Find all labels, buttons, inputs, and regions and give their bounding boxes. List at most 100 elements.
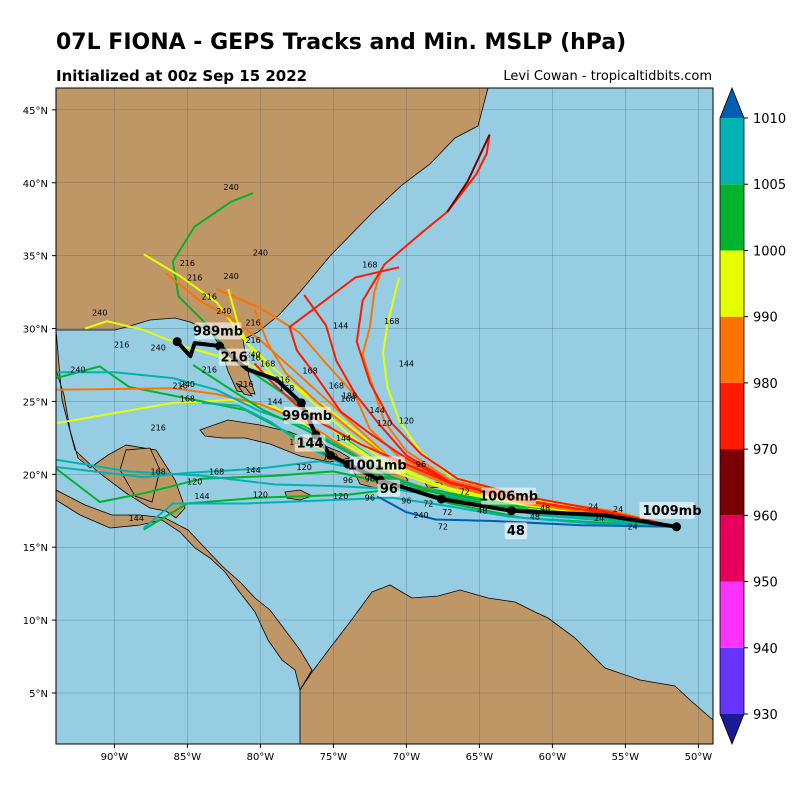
track-annotation: 1006mb [479,490,538,505]
forecast-hour-label: 168 [340,394,355,403]
forecast-hour-label: 216 [202,365,217,374]
colorbar-segment [720,449,744,516]
track-annotation: 1009mb [643,504,702,519]
forecast-hour-label: 216 [180,259,195,268]
member-track [56,399,677,528]
colorbar-segment [720,515,744,582]
mean-track-point [172,337,182,347]
member-track [142,496,677,529]
colorbar-segment [720,184,744,251]
colorbar-low-extension [720,714,744,744]
mean-track-point [436,494,446,504]
forecast-hour-label: 168 [329,381,344,390]
forecast-hour-label: 168 [151,467,166,476]
longitude-tick-label: 50°W [685,752,713,763]
forecast-hour-label: 72 [460,488,470,497]
forecast-hour-label: 24 [594,514,604,523]
forecast-hour-label: 216 [114,340,129,349]
forecast-hour-label: 144 [194,492,209,501]
colorbar-tick-label: 960 [753,509,778,524]
longitude-tick-label: 80°W [247,752,275,763]
forecast-hour-label: 144 [245,466,260,475]
annotation-backdrop [218,348,250,366]
longitude-tick-label: 70°W [393,752,421,763]
forecast-hour-label: 240 [245,351,260,360]
forecast-hour-label: 216 [245,354,260,363]
forecast-hour-label: 144 [370,406,385,415]
member-track [253,362,677,528]
colorbar-tick-label: 1000 [753,244,786,259]
forecast-hour-label: 216 [172,381,187,390]
forecast-hour-label: 168 [260,359,275,368]
forecast-hour-label: 24 [613,505,623,514]
forecast-hour-label: 48 [540,504,550,513]
forecast-hour-label: 240 [224,272,239,281]
colorbar-tick-label: 1005 [753,178,786,193]
longitude-tick-label: 85°W [174,752,202,763]
chart-title: 07L FIONA - GEPS Tracks and Min. MSLP (h… [56,30,627,55]
land-central-america [56,489,313,692]
forecast-hour-label: 144 [267,397,282,406]
forecast-hour-label: 240 [92,308,107,317]
track-annotation: 48 [507,524,525,539]
forecast-hour-label: 216 [245,319,260,328]
forecast-hour-label: 24 [628,523,638,532]
forecast-hour-label: 188 [342,392,357,401]
colorbar-tick-label: 1010 [753,112,786,127]
track-annotation: 96 [380,482,398,497]
latitude-tick-label: 40°N [23,179,48,190]
annotation-backdrop [639,501,695,519]
colorbar-tick-label: 980 [753,377,778,392]
forecast-hour-label: 120 [297,463,312,472]
forecast-hour-label: 144 [333,322,348,331]
forecast-hour-label: 216 [187,273,202,282]
longitude-tick-label: 75°W [320,752,348,763]
longitude-tick-label: 65°W [466,752,494,763]
track-annotation: 996mb [282,409,332,424]
colorbar-segment [720,316,744,383]
mean-track-point [325,450,335,460]
forecast-hour-label: 96 [401,496,411,505]
forecast-hour-label: 144 [129,514,144,523]
annotation-backdrop [481,487,537,505]
forecast-hour-label: 240 [180,380,195,389]
forecast-hour-label: 72 [423,499,433,508]
forecast-hour-label: 168 [362,260,377,269]
forecast-hour-label: 120 [377,419,392,428]
forecast-hour-label: 48 [530,513,540,522]
forecast-hour-label: 216 [238,380,253,389]
colorbar-segment [720,647,744,714]
longitude-tick-label: 55°W [612,752,640,763]
forecast-hour-label: 240 [70,365,85,374]
forecast-hour-label: 168 [180,394,195,403]
member-track [253,309,677,528]
latitude-axis: 5°N 10°N 15°N 20°N 25°N 30°N 35°N 40°N 45°N [23,106,56,700]
mean-track-point [507,506,517,516]
colorbar-segment [720,581,744,648]
colorbar-segment [720,382,744,450]
colorbar-tick-label: 990 [753,311,778,326]
annotation-backdrop [377,479,401,497]
forecast-hour-label: 168 [209,467,224,476]
land-north-america [56,88,489,395]
forecast-hour-label: 240 [224,183,239,192]
forecast-hour-labels: 2424242448484872727296969612012012012014… [70,183,638,532]
chart-subtitle: Initialized at 00z Sep 15 2022 [56,67,308,85]
map-frame [55,87,714,745]
forecast-hour-label: 144 [399,359,414,368]
forecast-hour-label: 168 [302,367,317,376]
track-annotation: 144 [296,437,323,452]
pressure-colorbar: 930 940 950 960 970 980 990 1000 1005 1010 [719,86,786,746]
colorbar-high-extension [720,88,744,118]
forecast-hour-label: 120 [399,416,414,425]
forecast-hour-label: 96 [343,476,353,485]
annotation-backdrop [283,406,331,424]
forecast-hour-label: 168 [384,317,399,326]
annotation-backdrop [194,322,242,340]
forecast-hour-label: 120 [333,492,348,501]
colorbar-tick-label: 930 [753,708,778,723]
colorbar-segment [720,118,744,185]
latitude-tick-label: 15°N [23,543,48,554]
